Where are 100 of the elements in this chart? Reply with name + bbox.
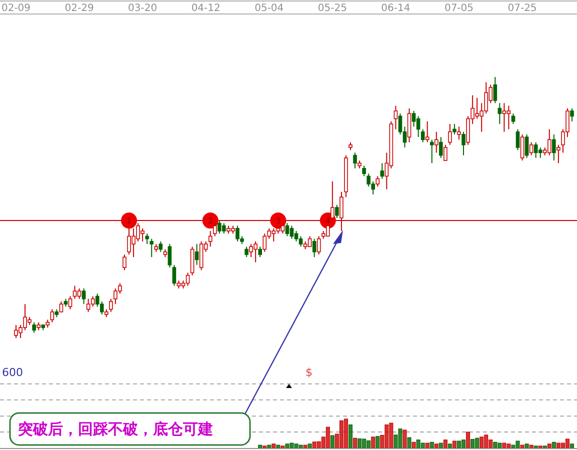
candlestick — [335, 204, 339, 218]
bar — [280, 446, 285, 448]
candlestick — [298, 236, 303, 248]
bar — [502, 442, 506, 448]
candlestick — [556, 144, 560, 164]
candlestick — [420, 128, 425, 143]
candlestick — [212, 222, 217, 237]
bar — [262, 446, 267, 448]
candlestick — [280, 222, 285, 234]
candlestick — [86, 298, 90, 312]
candlestick — [77, 288, 82, 300]
candlestick — [502, 102, 506, 132]
candlestick — [109, 298, 113, 312]
candlestick — [294, 230, 298, 242]
bar — [407, 437, 412, 448]
candlestick — [407, 108, 412, 143]
bar — [348, 424, 353, 448]
x-tick-label: 02-29 — [64, 3, 94, 14]
bar — [466, 432, 470, 448]
candlestick — [524, 134, 529, 158]
candlestick — [68, 296, 72, 310]
candlestick — [72, 285, 77, 300]
candlestick — [312, 238, 316, 258]
candlestick — [172, 264, 176, 286]
bar — [470, 439, 475, 448]
candlestick — [82, 288, 86, 305]
annotation: 3 — [276, 216, 281, 226]
bar — [308, 444, 312, 448]
bar — [272, 444, 276, 448]
candlestick — [258, 246, 262, 258]
candlestick — [244, 246, 248, 258]
candlestick — [316, 236, 321, 255]
candlestick — [190, 246, 194, 276]
bar — [524, 444, 529, 448]
candlestick — [452, 123, 456, 135]
candlestick — [444, 144, 448, 162]
annotation: 4 — [325, 216, 330, 226]
bar — [547, 444, 552, 448]
candlestick — [430, 139, 434, 164]
bar — [358, 438, 362, 448]
candlestick — [32, 322, 36, 334]
x-tick-label: 04-12 — [191, 3, 220, 14]
candlestick — [520, 134, 524, 162]
candlestick — [122, 254, 126, 271]
bar — [493, 442, 498, 448]
candlestick — [506, 105, 511, 130]
candlestick — [285, 222, 290, 237]
candlestick — [208, 230, 212, 248]
bar — [402, 430, 407, 448]
bar — [438, 442, 443, 448]
candlestick — [493, 76, 498, 104]
candlestick — [511, 113, 516, 124]
bar — [570, 444, 574, 448]
candlestick — [353, 152, 357, 169]
candlestick — [150, 238, 154, 258]
candlestick — [186, 272, 190, 286]
bar — [565, 438, 570, 448]
bar — [420, 442, 425, 448]
candlestick — [462, 131, 466, 156]
bar — [538, 446, 542, 448]
annotation: 2 — [208, 216, 213, 226]
bar — [434, 444, 438, 448]
candlestick — [308, 236, 312, 248]
annotation: 突破后，回踩不破，底仓可建 — [17, 420, 213, 438]
candlestick — [552, 134, 556, 162]
bar — [412, 442, 416, 448]
candlestick — [412, 110, 416, 128]
candlestick — [434, 131, 438, 154]
candlestick — [425, 120, 430, 143]
candlestick — [498, 102, 502, 124]
bar — [425, 442, 430, 448]
bar — [552, 442, 556, 448]
candlestick — [362, 165, 366, 177]
candlestick — [50, 308, 54, 323]
text: $ — [306, 366, 312, 379]
x-tick-label: 06-14 — [381, 3, 410, 14]
candlestick — [538, 146, 542, 158]
bar — [480, 436, 484, 448]
bar — [326, 426, 330, 448]
bar — [430, 442, 434, 448]
text: 600 — [2, 366, 23, 379]
x-tick-label: 05-04 — [254, 3, 284, 14]
candlestick — [90, 296, 95, 308]
x-tick-label: 03-20 — [128, 3, 158, 14]
x-tick-label: 05-25 — [318, 3, 347, 14]
bar — [371, 436, 376, 448]
bar — [452, 440, 456, 448]
bar — [534, 446, 538, 448]
candlestick — [262, 233, 267, 252]
candlestick — [158, 240, 163, 252]
x-tick-label: 07-25 — [508, 3, 537, 14]
candlestick — [516, 128, 520, 151]
annotation: 1 — [126, 216, 132, 226]
x-tick-label: 02-09 — [1, 3, 31, 14]
bar — [542, 446, 547, 448]
bar — [376, 436, 380, 448]
candlestick — [394, 105, 398, 130]
bar — [330, 435, 334, 448]
candlestick — [529, 142, 534, 156]
candlestick — [448, 123, 452, 146]
